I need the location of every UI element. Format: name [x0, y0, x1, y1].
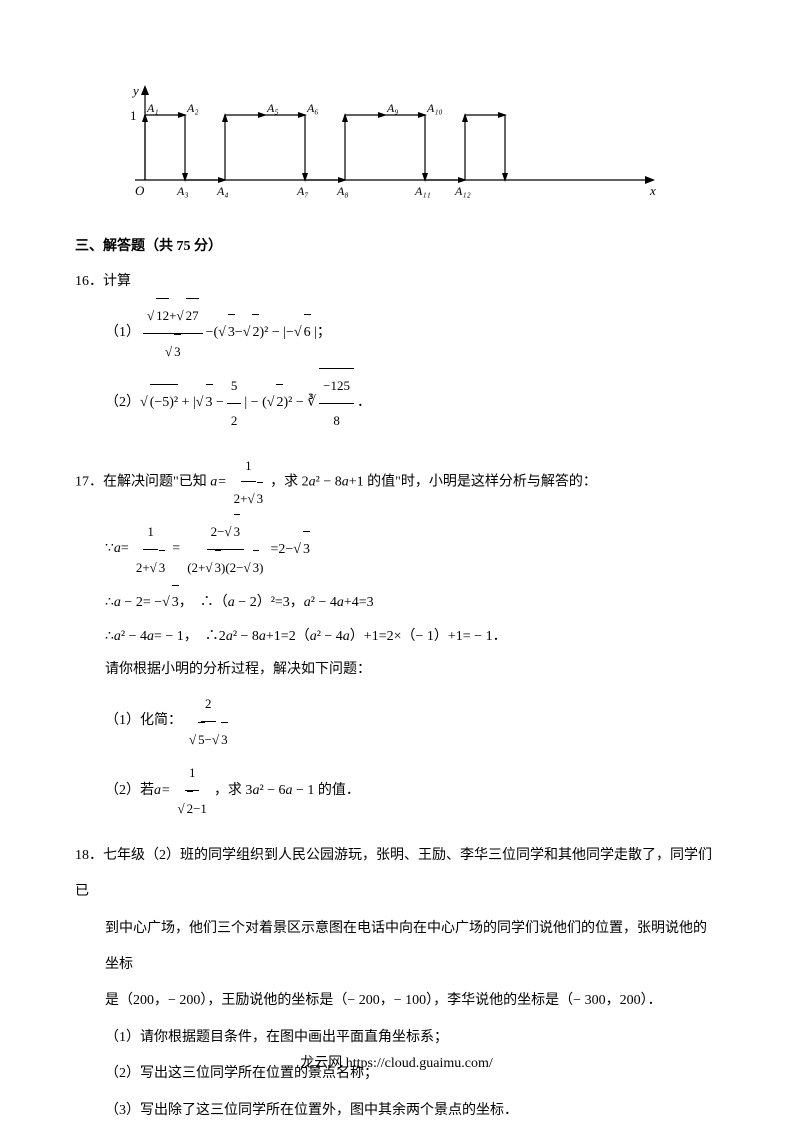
p17-instruction: 请你根据小明的分析过程，解决如下问题：: [105, 653, 718, 687]
p16-sub1: （1） √12+√27√3 −(√3−√2)² − |−√6 |；: [105, 298, 718, 369]
p16-num: 16．: [75, 274, 103, 289]
p18-line2: 到中心广场，他们三个对着景区示意图在电话中向在中心广场的同学们说他们的位置，张明…: [105, 911, 718, 984]
p17-sub2: （2）若 a= 1√2−1 ，求 3a² − 6a − 1 的值．: [105, 756, 718, 826]
problem-18: 18．七年级（2）班的同学组织到人民公园游玩，张明、王励、李华三位同学和其他同学…: [75, 838, 718, 1129]
coordinate-diagram: y x O 1 A₁ A₂ A₃ A₄ A₅ A₆ A₇: [105, 80, 718, 215]
point-a2: A₂: [186, 101, 199, 115]
y-axis-label: y: [131, 83, 139, 98]
p16-sub2: （2） √(−5)² + |√3 − 52 | − (√2)² − ∛ −125…: [105, 368, 718, 438]
p17-step1: ∵ a = 12+√3 = 2−√3(2+√3)(2−√3) =2−√3: [105, 514, 718, 585]
point-a6: A₆: [306, 101, 319, 115]
p18-num: 18．: [75, 848, 103, 863]
p17-step3: ∴a² − 4a= − 1， ∴2a² − 8a+1=2（a² − 4a）+1=…: [105, 620, 718, 654]
point-a3: A₃: [176, 184, 189, 198]
page-footer: 龙云网 https://cloud.guaimu.com/: [0, 1052, 793, 1072]
diagram-svg: y x O 1 A₁ A₂ A₃ A₄ A₅ A₆ A₇: [105, 80, 665, 210]
y-tick-1: 1: [130, 108, 137, 123]
p18-line1: 七年级（2）班的同学组织到人民公园游玩，张明、王励、李华三位同学和其他同学走散了…: [75, 848, 712, 899]
p18-sub3: （3）写出除了这三位同学所在位置外，图中其余两个景点的坐标．: [105, 1093, 718, 1129]
point-a5: A₅: [266, 101, 279, 115]
point-a9: A₉: [386, 101, 399, 115]
point-a8: A₈: [336, 184, 349, 198]
point-a4: A₄: [216, 184, 229, 198]
p17-num: 17．: [75, 474, 103, 489]
x-axis-label: x: [649, 183, 656, 198]
point-a1: A₁: [146, 101, 159, 115]
section-header: 三、解答题（共 75 分）: [75, 235, 718, 255]
p16-title: 计算: [103, 274, 131, 289]
point-a12: A₁₂: [454, 184, 471, 198]
problem-16: 16．计算 （1） √12+√27√3 −(√3−√2)² − |−√6 |； …: [75, 267, 718, 438]
point-a10: A₁₀: [426, 101, 443, 115]
point-a11: A₁₁: [414, 184, 431, 198]
p18-line3: 是（200，− 200），王励说他的坐标是（− 200，− 100），李华说他的…: [105, 983, 718, 1019]
p17-step2: ∴a − 2= −√3， ∴（a − 2）²=3，a² − 4a+4=3: [105, 585, 718, 620]
p17-sub1: （1）化简： 2√5−√3: [105, 687, 718, 757]
point-a7: A₇: [296, 184, 309, 198]
problem-17: 17．在解决问题"已知 a=12+√3，求 2a² − 8a+1 的值"时，小明…: [75, 450, 718, 826]
origin-label: O: [135, 183, 145, 198]
p18-sub1: （1）请你根据题目条件，在图中画出平面直角坐标系；: [105, 1020, 718, 1056]
